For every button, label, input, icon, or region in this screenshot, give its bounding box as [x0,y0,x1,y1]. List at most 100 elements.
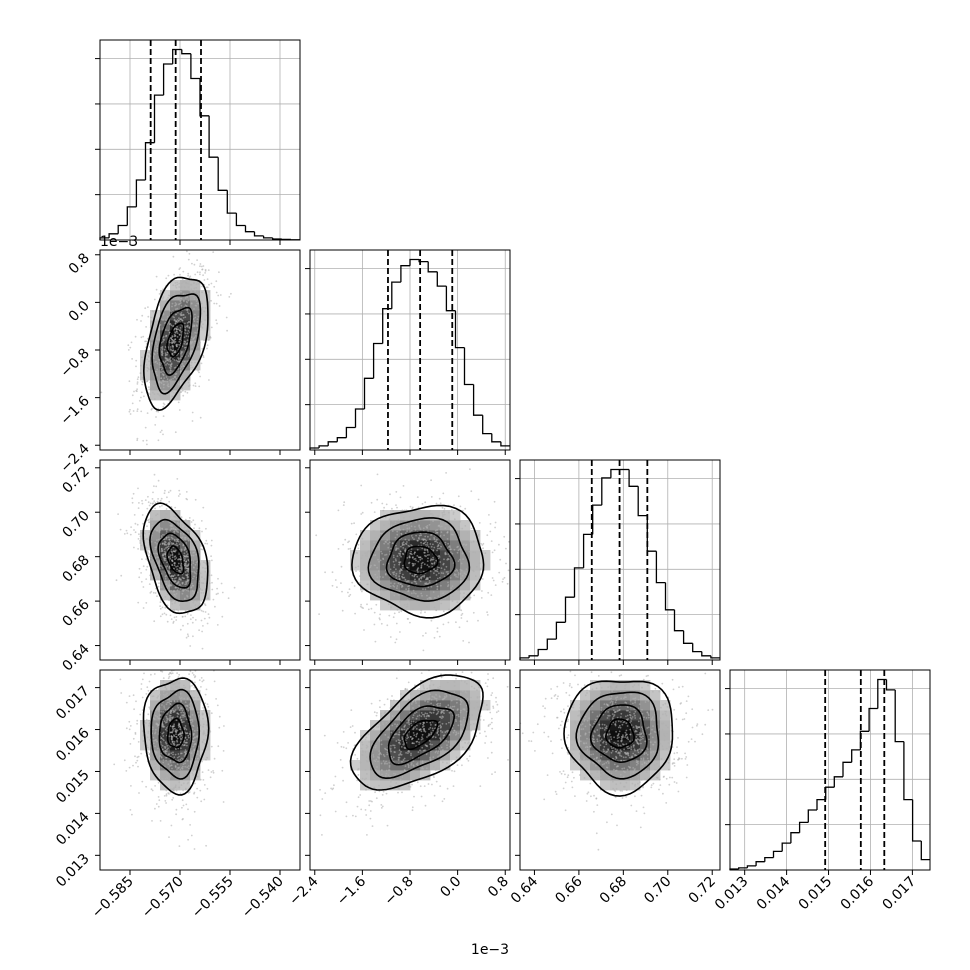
scatter-point [361,743,364,746]
scatter-point [387,603,390,606]
scatter-point [377,760,379,763]
scatter-point [506,685,509,688]
scatter-point [176,712,179,714]
scatter-point [383,506,385,509]
scatter-point [141,558,143,561]
scatter-point [283,838,285,840]
scatter-point [157,410,160,413]
scatter-point [171,345,174,348]
density-cell [200,330,211,341]
scatter-point [175,593,178,595]
scatter-point [146,366,149,369]
density-cell [650,720,661,731]
density-cell [380,760,391,771]
scatter-point [194,385,197,387]
density-cell [180,550,191,561]
scatter-point [189,343,192,345]
scatter-point [145,558,148,560]
scatter-point [162,726,165,728]
scatter-point [219,294,222,296]
density-cell [590,740,601,751]
scatter-point [438,635,441,638]
scatter-point [164,695,166,697]
density-cell [450,530,461,541]
scatter-point [353,522,355,525]
scatter-point [399,778,402,781]
density-cell [190,710,201,721]
scatter-point [381,794,384,796]
density-cell [610,780,621,791]
scatter-point [165,688,168,690]
scatter-point [472,551,474,554]
scatter-point [340,582,342,584]
scatter-point [160,565,163,567]
scatter-point [431,563,434,565]
scatter-point [203,310,206,313]
scatter-point [391,591,394,594]
density-cell [390,550,401,561]
scatter-point [172,349,175,352]
scatter-point [454,734,457,736]
scatter-point [179,299,182,302]
scatter-point [441,761,444,764]
scatter-point [197,775,199,778]
scatter-point [159,564,162,567]
scatter-point [406,688,409,691]
scatter-point [169,646,171,648]
scatter-point [166,748,168,751]
scatter-point [434,769,437,771]
density-cell [380,600,391,611]
scatter-point [178,382,181,384]
scatter-point [221,591,224,594]
density-cell [150,390,161,401]
scatter-point [344,538,347,541]
scatter-point [179,327,182,329]
scatter-point [378,757,380,759]
scatter-point [398,563,401,566]
scatter-point [376,566,378,569]
scatter-point [333,784,335,787]
density-cell [140,530,151,541]
scatter-point [165,583,168,585]
scatter-point [395,547,398,550]
scatter-point [131,497,134,500]
scatter-point [430,558,433,560]
density-cell [160,770,171,781]
scatter-point [410,703,413,705]
scatter-point [412,720,415,723]
scatter-point [177,581,180,584]
scatter-point [185,636,188,639]
scatter-point [501,580,504,583]
density-cell [360,530,371,541]
scatter-point [187,531,190,534]
scatter-point [404,578,407,581]
scatter-point [185,491,188,493]
scatter-point [364,738,367,741]
density-cell [160,330,171,341]
scatter-point [179,758,182,761]
scatter-point [216,704,219,707]
scatter-point [135,389,138,392]
scatter-point [171,336,174,338]
scatter-point [187,767,190,770]
scatter-point [179,329,181,332]
scatter-point [208,640,210,642]
scatter-point [184,297,187,299]
scatter-point [343,501,346,504]
scatter-point [200,609,203,612]
scatter-point [436,704,439,707]
scatter-point [436,708,439,711]
scatter-point [192,562,195,564]
scatter-point [477,498,480,501]
scatter-point [141,383,144,386]
scatter-point [414,529,417,531]
scatter-point [177,753,180,755]
scatter-point [171,302,174,305]
scatter-point [165,715,168,718]
density-cell [460,530,471,541]
density-cell [150,700,161,711]
scatter-point [178,776,181,778]
scatter-point [168,572,171,575]
scatter-point [425,539,428,542]
scatter-point [382,576,384,579]
